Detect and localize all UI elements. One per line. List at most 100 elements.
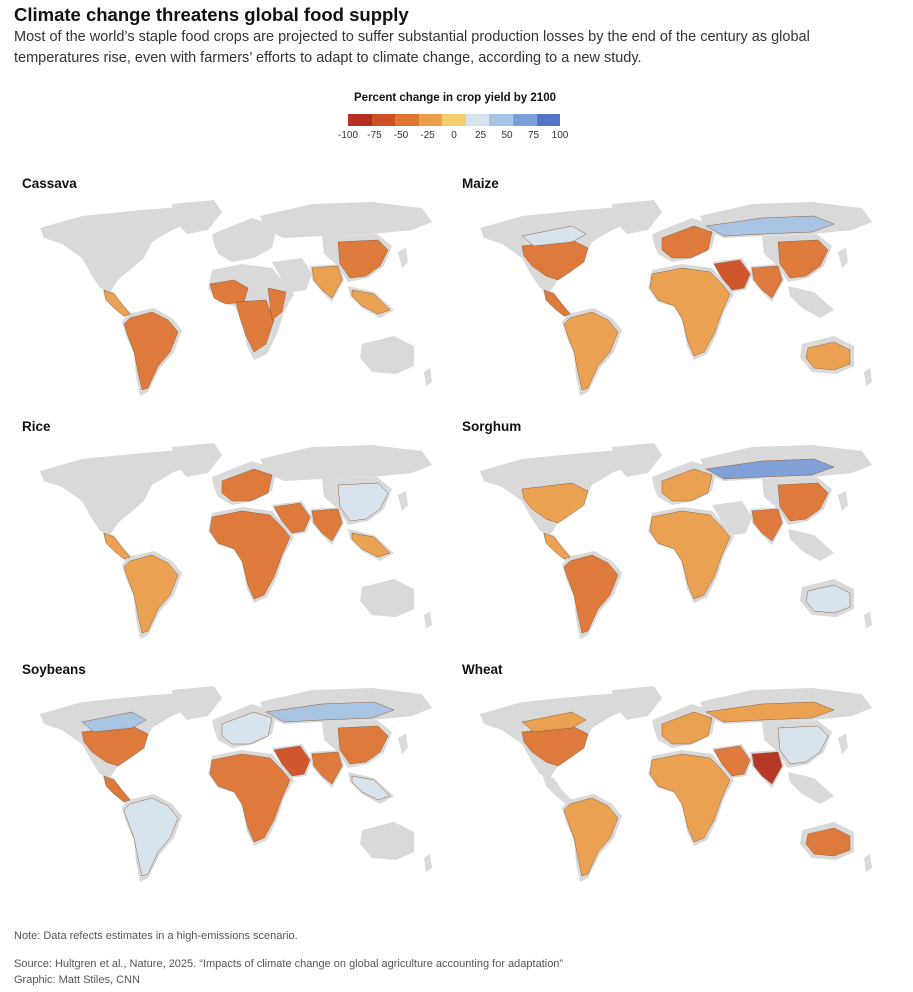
crop-region-east-asia [337,482,389,522]
source-line: Source: Hultgren et al., Nature, 2025. “… [14,958,564,970]
crop-region-north-america [521,239,589,281]
land-japan [398,491,408,511]
legend-tick-label: -50 [393,130,409,141]
legend-color-bar [348,114,561,126]
crop-region-australia [805,341,851,371]
panel-label: Rice [22,419,51,434]
chart-subtitle: Most of the world’s staple food crops ar… [14,29,810,66]
panel-label: Cassava [22,176,77,191]
crop-region-central-america [103,289,131,317]
legend-tick-label: 100 [551,130,569,141]
crop-region-australia [805,584,851,614]
graphic-credit: Graphic: Matt Stiles, CNN [14,974,140,986]
crop-region-central-america [543,532,571,560]
land-japan [838,734,848,754]
land-new-zealand [424,854,432,872]
land-greenland [172,443,222,477]
panel-label: Soybeans [22,662,86,677]
crop-region-south-asia [751,265,783,299]
land-north-america [40,206,197,292]
land-central-america [542,774,572,804]
crop-region-southeast-asia [351,532,391,558]
legend-swatch [371,114,396,126]
crop-region-east-asia [337,239,389,279]
land-japan [838,491,848,511]
crop-region-east-asia [777,725,829,765]
map-panel-wheat: Wheat [462,662,882,902]
legend-swatch [512,114,537,126]
legend-swatch [536,114,561,126]
crop-region-southeast-asia [351,775,391,801]
legend-tick-label: 25 [474,130,487,141]
legend-swatch [442,114,466,126]
crop-region-south-america [123,797,179,877]
panel-label: Maize [462,176,499,191]
crop-region-middle-east [273,745,311,777]
crop-region-south-america [563,797,619,877]
crop-region-africa [649,753,731,843]
crop-region-south-asia [751,751,783,785]
crop-region-australia [805,827,851,857]
legend-ticks: -100 -75 -50 -25 0 25 50 75 100 [338,130,568,144]
crop-region-europe [221,711,273,745]
legend-swatch [465,114,490,126]
legend-tick-label: 0 [451,130,457,141]
crop-region-north-america [521,482,589,524]
map-panel-sorghum: Sorghum [462,419,882,659]
land-russia [260,202,432,238]
world-map [480,686,872,882]
world-map [40,443,432,639]
legend-title: Percent change in crop yield by 2100 [354,92,556,104]
map-panel-maize: Maize [462,176,882,416]
land-new-zealand [864,368,872,386]
land-new-zealand [424,611,432,629]
land-japan [398,248,408,268]
panel-label: Sorghum [462,419,522,434]
crop-region-south-asia [311,751,343,785]
crop-region-canada [81,711,147,733]
land-southeast-asia [788,286,834,318]
crop-region-middle-east [713,259,751,291]
crop-region-middle-east [273,502,311,534]
crop-region-europe [661,225,713,259]
land-new-zealand [864,854,872,872]
crop-region-europe [221,468,273,502]
land-australia [360,579,414,617]
panel-label: Wheat [462,662,503,677]
land-russia [260,445,432,481]
land-greenland [612,443,662,477]
crop-region-east-asia [777,239,829,279]
land-greenland [612,200,662,234]
crop-region-south-america [563,311,619,391]
crop-region-south-asia [311,265,343,299]
crop-region-canada [521,711,587,733]
crop-region-russia [265,701,395,723]
legend-tick-label: -75 [367,130,382,141]
land-japan [398,734,408,754]
world-map [480,443,872,639]
crop-region-south-america [123,554,179,634]
land-europe [212,218,277,262]
map-panel-soybeans: Soybeans [22,662,442,902]
crop-region-southeast-asia [351,289,391,315]
crop-region-north-america [521,725,589,767]
map-panel-cassava: Cassava [22,176,442,416]
crop-region-russia [705,458,835,480]
crop-region-south-america [123,311,179,391]
chart-title: Climate change threatens global food sup… [14,4,409,25]
land-middle-east [272,258,312,292]
land-new-zealand [424,368,432,386]
land-greenland [172,200,222,234]
crop-region-russia [705,701,835,723]
world-map [40,200,432,396]
land-southeast-asia [788,772,834,804]
crop-region-canada [521,225,587,247]
crop-region-africa [649,267,731,357]
land-japan [838,248,848,268]
land-greenland [172,686,222,720]
crop-region-middle-east [713,745,751,777]
world-map [40,686,432,882]
crop-region-south-asia [311,508,343,542]
crop-region-africa [209,753,291,843]
map-panel-rice: Rice [22,419,442,659]
